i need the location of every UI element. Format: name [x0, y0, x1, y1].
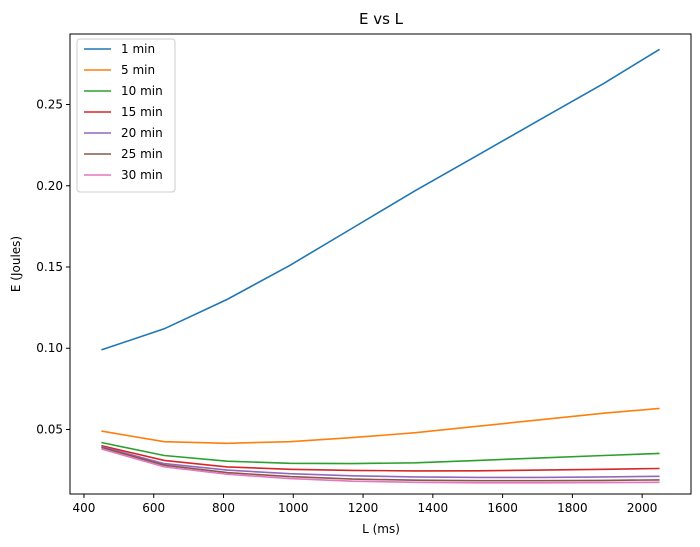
x-tick-label: 800 — [212, 501, 235, 515]
legend-label: 10 min — [121, 84, 163, 98]
series-line-5-min — [101, 407, 660, 445]
y-tick-label: 0.10 — [36, 341, 63, 355]
series-line-1-min — [101, 48, 661, 351]
legend-label: 15 min — [121, 105, 163, 119]
axes-layer — [69, 33, 692, 495]
x-tick-label: 400 — [73, 501, 96, 515]
x-tick-label: 1200 — [348, 501, 379, 515]
y-tick-label: 0.25 — [36, 98, 63, 112]
x-tick-label: 1800 — [557, 501, 588, 515]
legend-label: 1 min — [121, 42, 155, 56]
series-layer — [101, 48, 661, 484]
series-line-30-min — [101, 448, 660, 484]
series-line-10-min — [101, 441, 660, 465]
x-tick-label: 600 — [142, 501, 165, 515]
chart-title: E vs L — [359, 10, 404, 28]
legend: 1 min 5 min 10 min 15 min 20 min 25 min 30 min — [76, 38, 176, 193]
series-line-15-min — [101, 444, 660, 472]
plot-frame — [69, 33, 692, 495]
legend-label: 25 min — [121, 147, 163, 161]
y-axis-label: E (Joules) — [9, 236, 23, 292]
x-tick-label: 1400 — [418, 501, 449, 515]
x-axis-label: L (ms) — [362, 522, 400, 536]
legend-label: 5 min — [121, 63, 155, 77]
y-tick-label: 0.05 — [36, 422, 63, 436]
x-ticks: 400 600 800 1000 1200 1400 1600 1800 2000 — [73, 494, 658, 515]
series-line-20-min — [101, 445, 660, 479]
x-tick-label: 2000 — [627, 501, 658, 515]
legend-label: 20 min — [121, 126, 163, 140]
y-tick-label: 0.15 — [36, 260, 63, 274]
x-tick-label: 1000 — [278, 501, 309, 515]
y-tick-label: 0.20 — [36, 179, 63, 193]
y-ticks: 0.05 0.10 0.15 0.20 0.25 — [36, 98, 70, 436]
series-line-25-min — [101, 446, 660, 482]
legend-label: 30 min — [121, 168, 163, 182]
x-tick-label: 1600 — [487, 501, 518, 515]
